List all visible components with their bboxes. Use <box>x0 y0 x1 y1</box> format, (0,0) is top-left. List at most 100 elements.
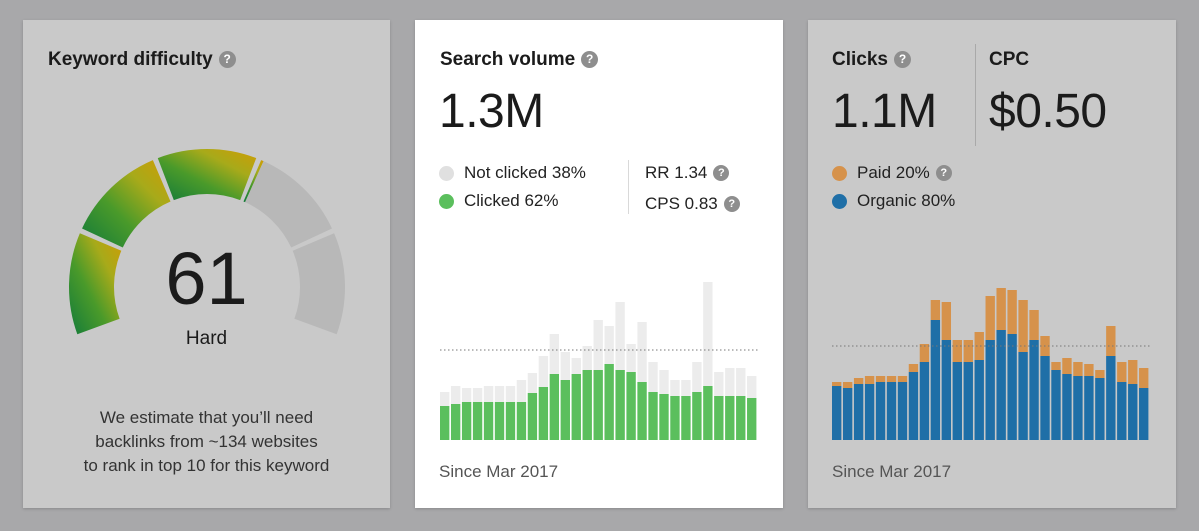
bar-segment-paid[interactable] <box>985 296 995 340</box>
bar-segment-organic[interactable] <box>1062 374 1072 440</box>
bar-segment-clicked[interactable] <box>670 396 680 440</box>
bar-segment-clicked[interactable] <box>560 380 570 440</box>
bar-segment-organic[interactable] <box>875 382 886 440</box>
question-icon[interactable]: ? <box>581 51 599 68</box>
bar-segment-clicked[interactable] <box>483 402 494 440</box>
bar-segment-organic[interactable] <box>908 372 919 440</box>
bar-segment-paid[interactable] <box>1018 300 1028 352</box>
bar-segment-paid[interactable] <box>886 376 897 382</box>
bar-segment-clicked[interactable] <box>681 396 691 440</box>
bar-segment-paid[interactable] <box>974 332 984 360</box>
bar-segment-paid[interactable] <box>897 376 908 382</box>
bar-segment-not-clicked[interactable] <box>571 358 581 374</box>
bar-segment-paid[interactable] <box>963 340 973 362</box>
bar-segment-clicked[interactable] <box>747 398 757 440</box>
bar-segment-not-clicked[interactable] <box>582 346 592 370</box>
bar-segment-not-clicked[interactable] <box>440 392 450 406</box>
bar-segment-organic[interactable] <box>996 330 1006 440</box>
bar-segment-paid[interactable] <box>1128 360 1138 384</box>
bar-segment-paid[interactable] <box>1062 358 1072 374</box>
bar-segment-organic[interactable] <box>897 382 908 440</box>
bar-segment-organic[interactable] <box>1095 378 1105 440</box>
bar-segment-clicked[interactable] <box>505 402 516 440</box>
bar-segment-organic[interactable] <box>930 320 941 440</box>
bar-segment-not-clicked[interactable] <box>692 362 702 392</box>
bar-segment-not-clicked[interactable] <box>505 386 516 402</box>
bar-segment-paid[interactable] <box>1095 370 1105 378</box>
bar-segment-not-clicked[interactable] <box>472 388 483 402</box>
bar-segment-organic[interactable] <box>1084 376 1094 440</box>
bar-segment-not-clicked[interactable] <box>714 372 724 396</box>
bar-segment-organic[interactable] <box>864 384 875 440</box>
bar-segment-organic[interactable] <box>1128 384 1138 440</box>
bar-segment-paid[interactable] <box>996 288 1006 330</box>
bar-segment-clicked[interactable] <box>440 406 450 440</box>
bar-segment-clicked[interactable] <box>549 374 560 440</box>
bar-segment-paid[interactable] <box>832 382 842 386</box>
bar-segment-clicked[interactable] <box>615 370 625 440</box>
bar-segment-clicked[interactable] <box>516 402 527 440</box>
bar-segment-organic[interactable] <box>1007 334 1017 440</box>
bar-segment-clicked[interactable] <box>582 370 592 440</box>
bar-segment-paid[interactable] <box>908 364 919 372</box>
bar-segment-organic[interactable] <box>952 362 962 440</box>
bar-segment-organic[interactable] <box>974 360 984 440</box>
bar-segment-not-clicked[interactable] <box>648 362 658 392</box>
bar-segment-clicked[interactable] <box>593 370 603 440</box>
bar-segment-paid[interactable] <box>919 344 930 362</box>
bar-segment-not-clicked[interactable] <box>725 368 735 396</box>
bar-segment-organic[interactable] <box>842 388 853 440</box>
bar-segment-paid[interactable] <box>1106 326 1116 356</box>
bar-segment-clicked[interactable] <box>637 382 647 440</box>
bar-segment-paid[interactable] <box>1084 364 1094 376</box>
bar-segment-organic[interactable] <box>1073 376 1083 440</box>
bar-segment-not-clicked[interactable] <box>659 370 669 394</box>
bar-segment-paid[interactable] <box>930 300 941 320</box>
bar-segment-organic[interactable] <box>1029 340 1039 440</box>
bar-segment-organic[interactable] <box>919 362 930 440</box>
bar-segment-not-clicked[interactable] <box>494 386 505 402</box>
bar-segment-clicked[interactable] <box>648 392 658 440</box>
bar-segment-organic[interactable] <box>1040 356 1050 440</box>
bar-segment-not-clicked[interactable] <box>604 326 614 364</box>
bar-segment-organic[interactable] <box>853 384 864 440</box>
bar-segment-not-clicked[interactable] <box>681 380 691 396</box>
question-icon[interactable]: ? <box>713 165 730 181</box>
bar-segment-clicked[interactable] <box>626 372 636 440</box>
bar-segment-not-clicked[interactable] <box>549 334 560 374</box>
bar-segment-not-clicked[interactable] <box>637 322 647 382</box>
bar-segment-clicked[interactable] <box>450 404 461 440</box>
bar-segment-paid[interactable] <box>952 340 962 362</box>
question-icon[interactable]: ? <box>935 165 952 181</box>
bar-segment-not-clicked[interactable] <box>516 380 527 402</box>
bar-segment-not-clicked[interactable] <box>703 282 713 386</box>
bar-segment-not-clicked[interactable] <box>560 352 570 380</box>
bar-segment-clicked[interactable] <box>527 393 538 440</box>
bar-segment-clicked[interactable] <box>571 374 581 440</box>
bar-segment-paid[interactable] <box>1073 362 1083 376</box>
bar-segment-organic[interactable] <box>1018 352 1028 440</box>
bar-segment-clicked[interactable] <box>659 394 669 440</box>
question-icon[interactable]: ? <box>218 51 236 68</box>
bar-segment-clicked[interactable] <box>725 396 735 440</box>
bar-segment-organic[interactable] <box>941 340 952 440</box>
bar-segment-paid[interactable] <box>941 302 952 340</box>
bar-segment-paid[interactable] <box>864 376 875 384</box>
bar-segment-not-clicked[interactable] <box>538 356 549 387</box>
bar-segment-organic[interactable] <box>985 340 995 440</box>
bar-segment-paid[interactable] <box>1139 368 1149 388</box>
bar-segment-organic[interactable] <box>1139 388 1149 440</box>
bar-segment-organic[interactable] <box>832 386 842 440</box>
bar-segment-organic[interactable] <box>1106 356 1116 440</box>
bar-segment-not-clicked[interactable] <box>670 380 680 396</box>
bar-segment-organic[interactable] <box>963 362 973 440</box>
bar-segment-not-clicked[interactable] <box>593 320 603 370</box>
bar-segment-organic[interactable] <box>1117 382 1127 440</box>
bar-segment-clicked[interactable] <box>461 402 472 440</box>
bar-segment-not-clicked[interactable] <box>461 388 472 402</box>
bar-segment-clicked[interactable] <box>703 386 713 440</box>
bar-segment-paid[interactable] <box>853 378 864 384</box>
bar-segment-organic[interactable] <box>1051 370 1061 440</box>
bar-segment-clicked[interactable] <box>604 364 614 440</box>
bar-segment-paid[interactable] <box>1007 290 1017 334</box>
